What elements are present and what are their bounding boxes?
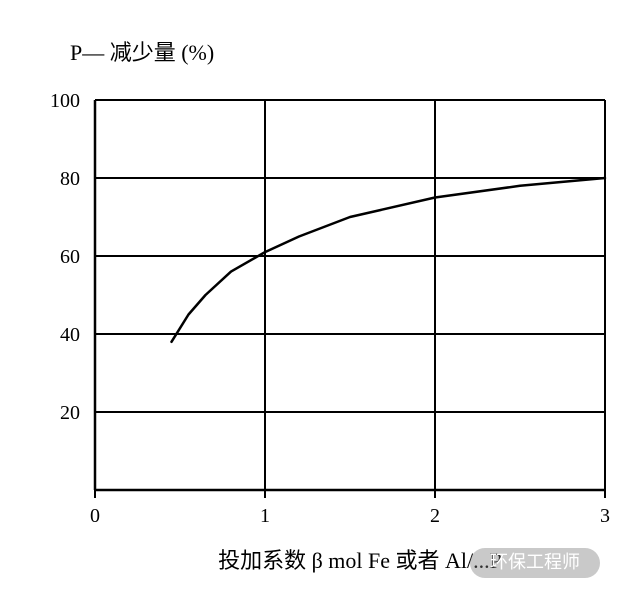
x-tick-label: 3 (600, 505, 610, 527)
chart-container: P— 减少量 (%) 20 40 60 80 100 0 1 2 3 投加系数 β mol Fe 或… (0, 0, 640, 601)
x-tick-label: 0 (90, 505, 100, 527)
chart-svg: P— 减少量 (%) 20 40 60 80 100 0 1 2 3 投加系数 β mol Fe 或… (0, 0, 640, 601)
x-tick-label: 1 (260, 505, 270, 527)
y-tick-label: 60 (60, 246, 80, 268)
y-tick-label: 40 (60, 324, 80, 346)
y-tick-label: 100 (50, 90, 80, 112)
x-tick-label: 2 (430, 505, 440, 527)
x-axis-title: 投加系数 β mol Fe 或者 Al/...P (218, 548, 502, 573)
watermark-text: 环保工程师 (490, 552, 580, 572)
y-tick-label: 20 (60, 402, 80, 424)
y-tick-label: 80 (60, 168, 80, 190)
y-axis-title: P— 减少量 (%) (70, 40, 214, 65)
